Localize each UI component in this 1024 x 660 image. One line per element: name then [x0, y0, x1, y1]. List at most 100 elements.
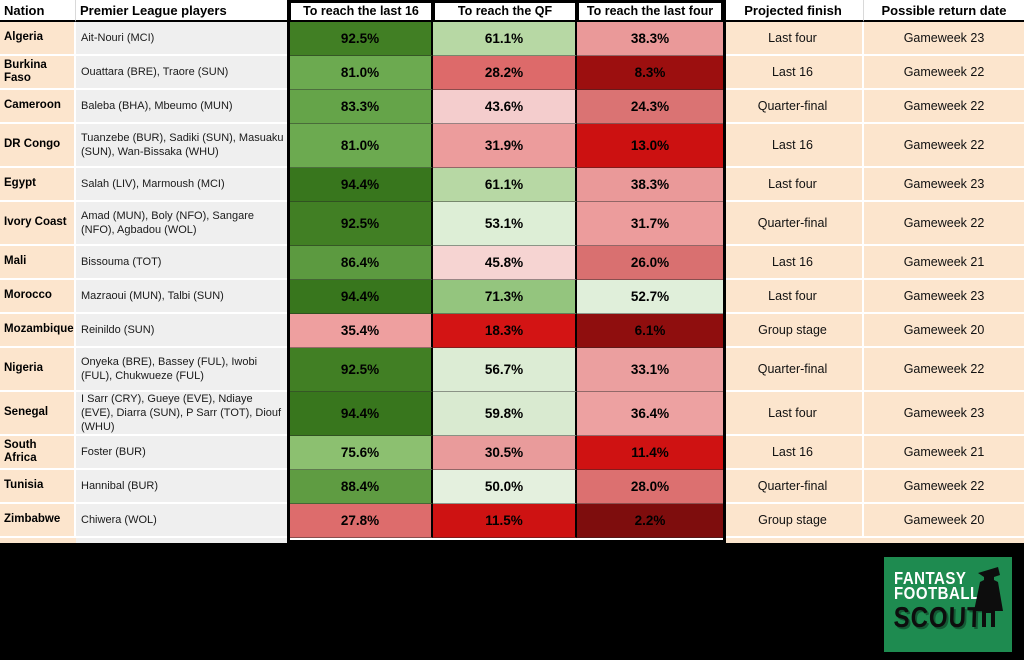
projected-finish-cell: Quarter-final	[723, 90, 864, 124]
table-row: DR Congo Tuanzebe (BUR), Sadiki (SUN), M…	[0, 124, 1024, 168]
players-cell: Mazraoui (MUN), Talbi (SUN)	[76, 280, 289, 314]
date-cell-cropped	[864, 538, 1024, 543]
table-row: South Africa Foster (BUR) 75.6% 30.5% 11…	[0, 436, 1024, 470]
table-row: Senegal I Sarr (CRY), Gueye (EVE), Ndiay…	[0, 392, 1024, 436]
players-cell: Bissouma (TOT)	[76, 246, 289, 280]
prob-qf-cell: 53.1%	[433, 202, 577, 246]
table-row: Mozambique Reinildo (SUN) 35.4% 18.3% 6.…	[0, 314, 1024, 348]
prob-last16-cell: 81.0%	[289, 124, 433, 168]
prob-qf-cell: 50.0%	[433, 470, 577, 504]
prob-last-four-cell: 6.1%	[577, 314, 723, 348]
projected-finish-cell: Last 16	[723, 436, 864, 470]
nation-cell: DR Congo	[0, 124, 76, 168]
prob-qf-cell: 11.5%	[433, 504, 577, 538]
prob-last16-cell: 88.4%	[289, 470, 433, 504]
header-qf: To reach the QF	[433, 0, 577, 22]
prob-last16-cell: 92.5%	[289, 348, 433, 392]
header-players: Premier League players	[76, 0, 289, 22]
nation-cell: Egypt	[0, 168, 76, 202]
fantasy-football-scout-logo: FANTASY FOOTBALL SCOUT	[884, 557, 1012, 652]
prob-last16-cell: 94.4%	[289, 280, 433, 314]
return-date-cell: Gameweek 21	[864, 246, 1024, 280]
table-row: Algeria Ait-Nouri (MCI) 92.5% 61.1% 38.3…	[0, 22, 1024, 56]
prob-qf-cell: 30.5%	[433, 436, 577, 470]
logo-line-fantasy: FANTASY	[894, 568, 967, 589]
header-last-four: To reach the last four	[577, 0, 723, 22]
logo-wordmark: FANTASY FOOTBALL	[894, 568, 980, 602]
projected-finish-cell: Group stage	[723, 504, 864, 538]
return-date-cell: Gameweek 20	[864, 314, 1024, 348]
prob-qf-cell: 56.7%	[433, 348, 577, 392]
header-nation: Nation	[0, 0, 76, 22]
cropped-next-row	[0, 538, 1024, 543]
projected-finish-cell: Quarter-final	[723, 470, 864, 504]
players-cell-cropped	[76, 538, 289, 543]
scout-silhouette-icon	[974, 567, 1003, 627]
players-cell: Tuanzebe (BUR), Sadiki (SUN), Masuaku (S…	[76, 124, 289, 168]
afcon-table: Nation Premier League players To reach t…	[0, 0, 1024, 543]
projected-finish-cell: Last 16	[723, 124, 864, 168]
prob-last-four-cell: 28.0%	[577, 470, 723, 504]
prob-qf-cell: 71.3%	[433, 280, 577, 314]
return-date-cell: Gameweek 22	[864, 56, 1024, 90]
prob-qf-cell: 61.1%	[433, 22, 577, 56]
prob-last-four-cell: 2.2%	[577, 504, 723, 538]
return-date-cell: Gameweek 22	[864, 470, 1024, 504]
prob-last-four-cell: 38.3%	[577, 22, 723, 56]
players-cell: Ouattara (BRE), Traore (SUN)	[76, 56, 289, 90]
return-date-cell: Gameweek 22	[864, 348, 1024, 392]
footer-strip: FANTASY FOOTBALL SCOUT	[0, 543, 1024, 660]
nation-cell: Tunisia	[0, 470, 76, 504]
nation-cell: Burkina Faso	[0, 56, 76, 90]
players-cell: Reinildo (SUN)	[76, 314, 289, 348]
header-projected-finish: Projected finish	[723, 0, 864, 22]
table-row: Zimbabwe Chiwera (WOL) 27.8% 11.5% 2.2% …	[0, 504, 1024, 538]
nation-cell: Senegal	[0, 392, 76, 436]
prob-last16-cell: 92.5%	[289, 202, 433, 246]
header-last16: To reach the last 16	[289, 0, 433, 22]
prob-last16-cell: 27.8%	[289, 504, 433, 538]
prob-last16-cell: 94.4%	[289, 392, 433, 436]
prob-last16-cell: 86.4%	[289, 246, 433, 280]
prob-qf-cell: 28.2%	[433, 56, 577, 90]
table-row: Nigeria Onyeka (BRE), Bassey (FUL), Iwob…	[0, 348, 1024, 392]
prob-qf-cell: 61.1%	[433, 168, 577, 202]
projected-finish-cell: Quarter-final	[723, 202, 864, 246]
table-header-row: Nation Premier League players To reach t…	[0, 0, 1024, 22]
prob-last16-cell: 81.0%	[289, 56, 433, 90]
projected-finish-cell: Last four	[723, 280, 864, 314]
players-cell: Baleba (BHA), Mbeumo (MUN)	[76, 90, 289, 124]
prob-last16-cell: 92.5%	[289, 22, 433, 56]
projected-finish-cell: Group stage	[723, 314, 864, 348]
players-cell: Onyeka (BRE), Bassey (FUL), Iwobi (FUL),…	[76, 348, 289, 392]
players-cell: I Sarr (CRY), Gueye (EVE), Ndiaye (EVE),…	[76, 392, 289, 436]
projected-finish-cell: Last 16	[723, 246, 864, 280]
players-cell: Amad (MUN), Boly (NFO), Sangare (NFO), A…	[76, 202, 289, 246]
table-body: Algeria Ait-Nouri (MCI) 92.5% 61.1% 38.3…	[0, 22, 1024, 538]
return-date-cell: Gameweek 23	[864, 22, 1024, 56]
table-row: Ivory Coast Amad (MUN), Boly (NFO), Sang…	[0, 202, 1024, 246]
players-cell: Chiwera (WOL)	[76, 504, 289, 538]
prob-last-four-cell: 13.0%	[577, 124, 723, 168]
prob-last-four-cell: 52.7%	[577, 280, 723, 314]
prob-last-four-cell: 31.7%	[577, 202, 723, 246]
nation-cell: Morocco	[0, 280, 76, 314]
prob-last16-cell: 75.6%	[289, 436, 433, 470]
nation-cell: Algeria	[0, 22, 76, 56]
prob-last-four-cell: 36.4%	[577, 392, 723, 436]
nation-cell: Zimbabwe	[0, 504, 76, 538]
prob-last-four-cell: 33.1%	[577, 348, 723, 392]
return-date-cell: Gameweek 22	[864, 202, 1024, 246]
nation-cell: Nigeria	[0, 348, 76, 392]
nation-cell: Mali	[0, 246, 76, 280]
return-date-cell: Gameweek 20	[864, 504, 1024, 538]
table-row: Morocco Mazraoui (MUN), Talbi (SUN) 94.4…	[0, 280, 1024, 314]
prob-qf-cell: 18.3%	[433, 314, 577, 348]
prob-last16-cell: 83.3%	[289, 90, 433, 124]
projected-finish-cell: Quarter-final	[723, 348, 864, 392]
table-row: Cameroon Baleba (BHA), Mbeumo (MUN) 83.3…	[0, 90, 1024, 124]
table-row: Burkina Faso Ouattara (BRE), Traore (SUN…	[0, 56, 1024, 90]
prob-last-four-cell: 8.3%	[577, 56, 723, 90]
return-date-cell: Gameweek 23	[864, 280, 1024, 314]
